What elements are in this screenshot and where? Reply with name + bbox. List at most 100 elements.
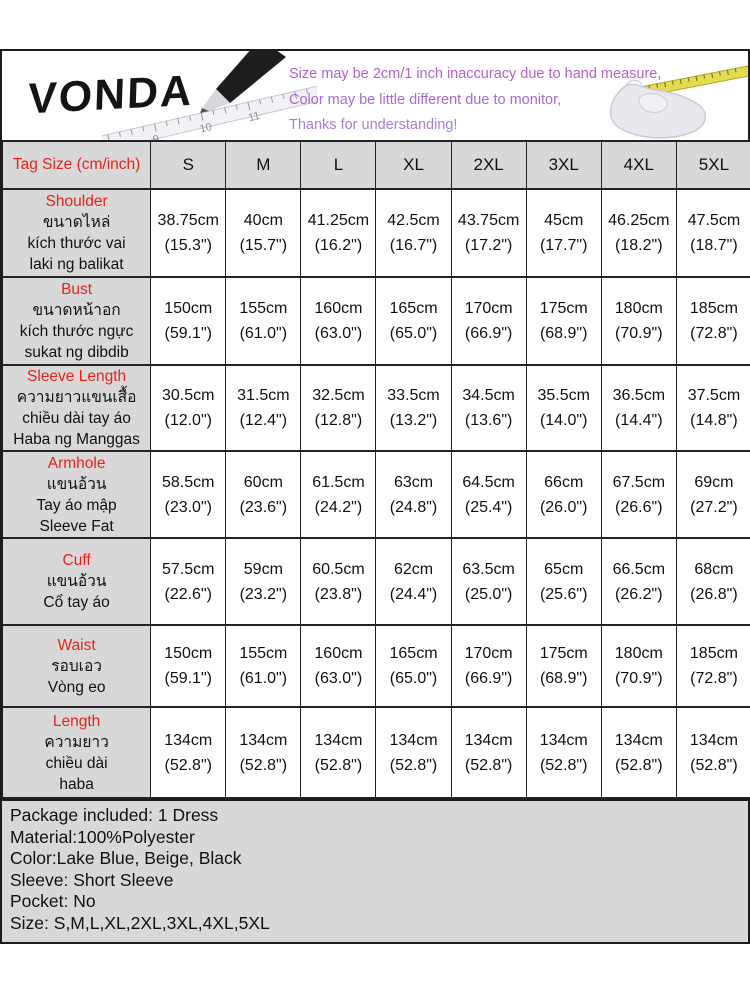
size-value-cell: 185cm (72.8") (675, 624, 750, 708)
value-inch: (52.8") (464, 756, 513, 774)
value-cm: 62cm (393, 560, 434, 578)
size-value-cell: 34.5cm (13.6") (450, 364, 527, 452)
row-label-translation: ความยาวแขนเสื้อ (16, 389, 137, 406)
size-value-cell: 185cm (72.8") (675, 276, 750, 366)
size-value-cell: 60.5cm (23.8") (300, 537, 377, 626)
size-value-cell: 40cm (15.7") (225, 188, 302, 278)
product-info-line-5: Pocket: No (10, 891, 96, 911)
tag-size-header: Tag Size (cm/inch) (1, 140, 152, 190)
row-label-cuff: Cuff แขนอ้วน Cổ tay áo (1, 537, 152, 626)
brand-header: 9 10 11 VONDA Size may be 2cm/1 inch ina… (2, 51, 748, 140)
value-cm: 134cm (239, 731, 288, 749)
value-inch: (12.0") (164, 412, 212, 429)
value-cm: 64.5cm (462, 473, 515, 491)
value-inch: (13.6") (464, 412, 513, 429)
value-inch: (25.4") (464, 498, 513, 516)
size-value-cell: 63.5cm (25.0") (450, 537, 527, 626)
size-value-cell: 64.5cm (25.4") (450, 450, 527, 539)
size-value-cell: 150cm (59.1") (150, 276, 227, 366)
size-value-cell: 68cm (26.8") (675, 537, 750, 626)
value-cm: 134cm (539, 731, 588, 749)
size-value-cell: 170cm (66.9") (450, 624, 527, 708)
size-value-cell: 175cm (68.9") (525, 276, 602, 366)
value-cm: 36.5cm (612, 387, 666, 404)
value-inch: (52.8") (539, 756, 588, 774)
value-cm: 58.5cm (162, 473, 215, 491)
value-cm: 134cm (389, 731, 438, 749)
value-inch: (26.2") (615, 585, 663, 603)
value-inch: (13.2") (389, 412, 438, 429)
value-inch: (26.8") (690, 585, 738, 603)
value-inch: (15.7") (239, 237, 288, 254)
size-column-header-3xl: 3XL (525, 140, 602, 190)
measure-note-line-2: Color may be little different due to mon… (289, 91, 562, 108)
value-inch: (12.4") (239, 412, 288, 429)
value-cm: 57.5cm (162, 560, 215, 578)
row-label-translation: ความยาว (44, 733, 109, 751)
value-cm: 34.5cm (462, 387, 515, 404)
size-value-cell: 47.5cm (18.7") (675, 188, 750, 278)
row-label-sleeve-length: Sleeve Length ความยาวแขนเสื้อ chiều dài ta… (1, 364, 152, 452)
value-cm: 67.5cm (612, 473, 666, 491)
size-value-cell: 150cm (59.1") (150, 624, 227, 708)
row-label-en: Shoulder (45, 193, 108, 210)
value-cm: 45cm (544, 212, 584, 229)
pencil-ruler-icon: 9 10 11 (97, 51, 331, 140)
value-inch: (24.4") (389, 585, 438, 603)
value-cm: 180cm (614, 645, 663, 662)
size-value-cell: 43.75cm (17.2") (450, 188, 527, 278)
size-column-header-xl: XL (375, 140, 452, 190)
row-label-bust: Bust ขนาดหน้าอก kích thước ngực sukat ng di… (1, 276, 152, 366)
value-cm: 61.5cm (312, 473, 365, 491)
product-info-line-6: Size: S,M,L,XL,2XL,3XL,4XL,5XL (10, 912, 270, 933)
row-label-translation: sukat ng dibdib (24, 344, 129, 361)
size-column-header-2xl: 2XL (450, 140, 527, 190)
size-value-cell: 35.5cm (14.0") (525, 364, 602, 452)
row-label-en: Sleeve Length (27, 368, 127, 385)
value-cm: 150cm (164, 300, 213, 317)
row-label-translation: laki ng balikat (29, 256, 124, 273)
size-value-cell: 65cm (25.6") (525, 537, 602, 626)
value-cm: 47.5cm (687, 212, 741, 229)
value-inch: (23.0") (164, 498, 212, 516)
size-value-cell: 175cm (68.9") (525, 624, 602, 708)
value-cm: 134cm (614, 731, 663, 749)
value-cm: 63cm (393, 473, 434, 491)
size-value-cell: 66cm (26.0") (525, 450, 602, 539)
value-cm: 43.75cm (457, 212, 520, 229)
size-column-header-4xl: 4XL (600, 140, 677, 190)
value-inch: (72.8") (690, 325, 738, 342)
value-inch: (63.0") (314, 325, 363, 342)
value-cm: 38.75cm (157, 212, 219, 229)
value-cm: 155cm (239, 300, 288, 317)
size-value-cell: 165cm (65.0") (375, 624, 452, 708)
size-value-cell: 59cm (23.2") (225, 537, 302, 626)
size-value-cell: 160cm (63.0") (300, 276, 377, 366)
value-cm: 155cm (239, 645, 288, 662)
row-label-translation: kích thước vai (27, 235, 126, 252)
value-cm: 37.5cm (687, 387, 741, 404)
value-cm: 175cm (539, 645, 588, 662)
product-info-line-2: Material:100%Polyester (10, 826, 195, 847)
value-cm: 165cm (389, 645, 438, 662)
value-cm: 31.5cm (237, 387, 290, 404)
row-label-translation: Cổ tay áo (43, 594, 110, 611)
row-label-length: Length ความยาว chiều dài haba (1, 706, 152, 799)
row-label-en: Cuff (62, 552, 91, 569)
value-inch: (25.0") (464, 585, 513, 603)
value-inch: (52.8") (164, 756, 212, 774)
row-label-translation: chiều dài (45, 754, 108, 772)
value-cm: 185cm (689, 300, 738, 317)
row-label-en: Bust (61, 281, 93, 298)
size-value-cell: 60cm (23.6") (225, 450, 302, 539)
table-row-sleeve-length: Sleeve Length ความยาวแขนเสื้อ chiều dài ta… (1, 364, 750, 452)
value-cm: 160cm (314, 645, 363, 662)
value-inch: (68.9") (539, 670, 588, 687)
size-value-cell: 42.5cm (16.7") (375, 188, 452, 278)
size-column-header-m: M (225, 140, 302, 190)
size-value-cell: 66.5cm (26.2") (600, 537, 677, 626)
value-inch: (18.7") (690, 237, 738, 254)
value-cm: 30.5cm (162, 387, 215, 404)
size-value-cell: 134cm (52.8") (225, 706, 302, 799)
value-cm: 66cm (544, 473, 584, 491)
